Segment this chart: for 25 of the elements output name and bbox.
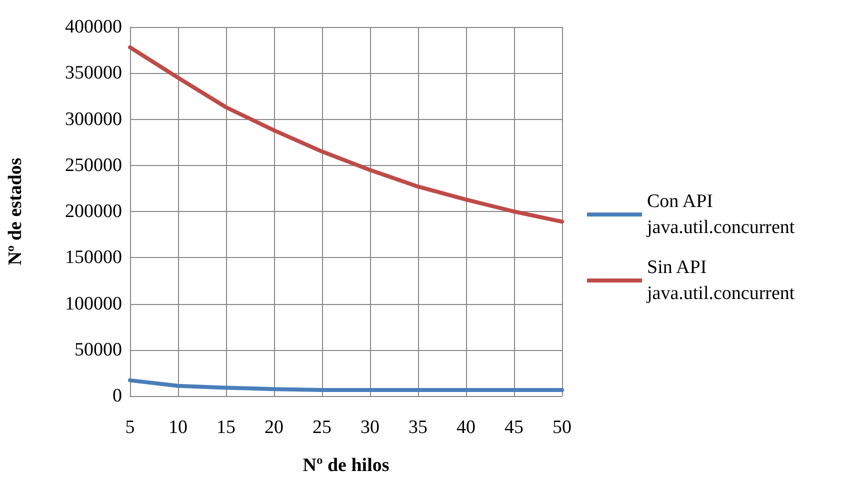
x-tick-label: 10 — [168, 417, 188, 438]
y-tick-label: 150000 — [65, 247, 122, 268]
y-tick-label: 250000 — [65, 154, 122, 176]
x-tick-label: 35 — [408, 417, 428, 438]
y-tick-label: 300000 — [65, 108, 122, 130]
line-series — [128, 378, 564, 392]
x-tick-label: 5 — [125, 417, 135, 438]
x-tick-label: 40 — [456, 417, 476, 438]
y-axis-title: Nº de estados — [5, 158, 26, 266]
x-tick-label: 50 — [552, 417, 572, 438]
x-tick-label: 15 — [216, 417, 236, 438]
legend-label: Con API java.util.concurrent — [646, 191, 796, 238]
x-axis-title: Nº de hilos — [302, 455, 390, 476]
x-tick-label: 45 — [504, 417, 524, 438]
legend-label: Sin API java.util.concurrent — [646, 257, 796, 304]
y-tick-label: 400000 — [65, 16, 122, 38]
line-series — [128, 45, 564, 224]
y-tick-label: 350000 — [65, 62, 122, 84]
y-tick-label: 200000 — [65, 201, 122, 222]
y-tick-label: 50000 — [74, 339, 122, 360]
x-tick-label: 25 — [312, 417, 332, 438]
x-tick-label: 20 — [264, 417, 284, 438]
x-tick-label: 30 — [360, 417, 380, 438]
y-tick-label: 0 — [112, 386, 122, 406]
y-tick-label: 100000 — [65, 293, 122, 314]
